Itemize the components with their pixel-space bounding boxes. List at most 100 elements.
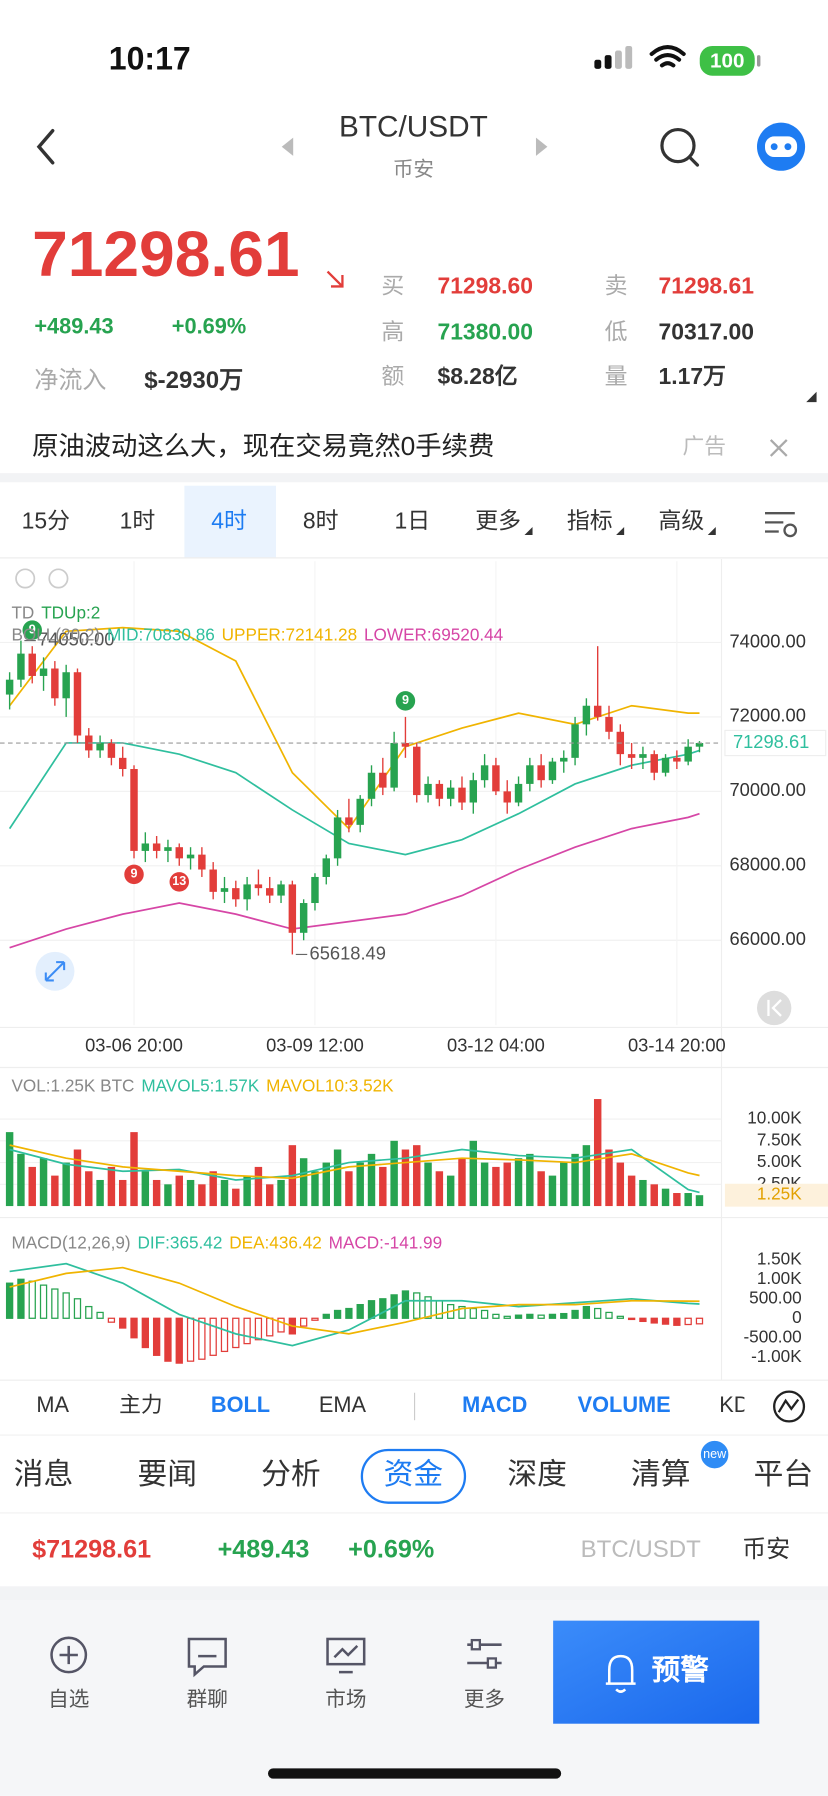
macd-bar bbox=[345, 1307, 353, 1319]
indicator-settings[interactable] bbox=[773, 1390, 806, 1423]
candle-body bbox=[288, 884, 297, 933]
indicator-tab[interactable]: BOLL bbox=[211, 1392, 270, 1417]
candle-body bbox=[130, 769, 138, 851]
volume-bar bbox=[446, 1175, 455, 1207]
next-pair[interactable] bbox=[535, 137, 548, 156]
interval-tab[interactable]: 高级 bbox=[659, 507, 705, 533]
news-tab[interactable]: 清算 bbox=[631, 1458, 691, 1491]
interval-tab[interactable]: 1日 bbox=[394, 507, 430, 533]
legend-entry: MAVOL10:3.52K bbox=[266, 1075, 394, 1095]
nav-watchlist[interactable]: 自选 bbox=[48, 1636, 89, 1711]
news-tab[interactable]: 资金 bbox=[384, 1458, 444, 1491]
scroll-latest[interactable] bbox=[756, 990, 792, 1026]
prev-pair[interactable] bbox=[281, 137, 294, 156]
td-badge bbox=[395, 691, 416, 711]
last-volume-label: 1.25K bbox=[757, 1184, 802, 1204]
interval-tab[interactable]: 15分 bbox=[22, 507, 70, 533]
nav-market[interactable]: 市场 bbox=[325, 1637, 366, 1711]
last-price-box bbox=[724, 729, 827, 757]
charts: 74000.00 72000.00 70000.00 68000.00 66000.00… bbox=[0, 561, 828, 1366]
alert-button[interactable]: 预警 bbox=[553, 1620, 760, 1724]
indicator-tab[interactable]: 主力 bbox=[119, 1392, 162, 1417]
macd-bar bbox=[582, 1305, 591, 1319]
candle-body bbox=[96, 742, 104, 751]
legend-entry: MAVOL5:1.57K bbox=[141, 1075, 259, 1095]
back-button[interactable] bbox=[36, 128, 55, 165]
candle-body bbox=[401, 742, 410, 747]
interval-tab[interactable]: 4时 bbox=[211, 507, 247, 533]
indicator-tab[interactable]: MACD bbox=[462, 1392, 527, 1417]
volume-bar bbox=[639, 1179, 647, 1207]
volume-bar bbox=[673, 1193, 681, 1207]
candle-body bbox=[695, 743, 704, 747]
candle-body bbox=[277, 884, 285, 896]
candle-body bbox=[537, 765, 545, 781]
y-tick-label: -1.00K bbox=[751, 1346, 802, 1366]
indicator-line bbox=[9, 1266, 700, 1335]
news-tab[interactable]: 要闻 bbox=[137, 1458, 197, 1491]
volume-bar bbox=[164, 1184, 172, 1207]
ad-text[interactable]: 原油波动这么大，现在交易竟然0手续费 bbox=[32, 431, 494, 461]
battery-level: 100 bbox=[710, 49, 744, 72]
macd-bar bbox=[311, 1317, 319, 1321]
macd-bar bbox=[198, 1317, 206, 1360]
macd-bar bbox=[152, 1317, 161, 1356]
avatar[interactable] bbox=[756, 122, 806, 171]
interval-tab[interactable]: 8时 bbox=[303, 507, 339, 533]
news-tab[interactable]: 消息 bbox=[14, 1458, 74, 1491]
fullscreen-button[interactable] bbox=[35, 951, 75, 991]
volume-bar bbox=[198, 1184, 206, 1207]
indicator-tab[interactable]: EMA bbox=[319, 1392, 367, 1417]
candle-body bbox=[311, 876, 319, 904]
volume-bar bbox=[277, 1179, 285, 1207]
interval-tab[interactable]: 1时 bbox=[120, 507, 156, 533]
news-tab[interactable]: 分析 bbox=[261, 1458, 321, 1491]
indicator-line bbox=[9, 1262, 700, 1347]
news-tab[interactable]: 平台 bbox=[754, 1458, 814, 1491]
y-tick-label: 0 bbox=[792, 1307, 802, 1327]
nav-chat[interactable]: 群聊 bbox=[187, 1637, 228, 1711]
volume-bar bbox=[526, 1153, 534, 1207]
interval-tab[interactable]: 指标 bbox=[567, 507, 613, 533]
toggle-icon[interactable] bbox=[15, 568, 36, 589]
indicator-tab[interactable]: MA bbox=[36, 1392, 69, 1417]
tab-fade bbox=[744, 1385, 828, 1432]
nav-more[interactable]: 更多 bbox=[464, 1638, 505, 1711]
extreme-label: 74050.00 bbox=[38, 628, 114, 649]
volume-bar bbox=[458, 1158, 466, 1207]
indicator-tab[interactable]: VOLUME bbox=[578, 1392, 671, 1417]
news-tab[interactable]: 深度 bbox=[507, 1458, 567, 1491]
nav-label: 自选 bbox=[48, 1688, 89, 1711]
macd-bar bbox=[492, 1313, 500, 1319]
volume-bar bbox=[593, 1099, 602, 1207]
ad-close[interactable] bbox=[769, 439, 788, 457]
td-label: 9 bbox=[402, 693, 409, 707]
volume-bar bbox=[401, 1149, 410, 1207]
price-change-pct: +0.69% bbox=[172, 313, 246, 338]
macd-bar bbox=[17, 1278, 25, 1319]
stat-value: 70317.00 bbox=[659, 318, 754, 344]
x-tick-label: 03-09 12:00 bbox=[266, 1035, 364, 1056]
chart-settings[interactable] bbox=[765, 512, 798, 538]
volume-bar bbox=[684, 1193, 692, 1207]
volume-bar bbox=[5, 1132, 14, 1207]
indicator-tab[interactable]: KD bbox=[719, 1392, 749, 1417]
search-button[interactable] bbox=[660, 127, 700, 167]
candle-body bbox=[243, 884, 251, 900]
macd-bar bbox=[266, 1317, 274, 1337]
td-label: 9 bbox=[131, 867, 138, 881]
volume-bar bbox=[96, 1179, 104, 1207]
candle-body bbox=[593, 705, 602, 717]
candle-body bbox=[661, 757, 670, 773]
exchange-name: 币安 bbox=[393, 158, 434, 181]
expand-stats[interactable] bbox=[806, 391, 817, 403]
candle-body bbox=[526, 765, 534, 784]
settings-icon[interactable] bbox=[48, 568, 69, 589]
candle-body bbox=[639, 754, 647, 758]
macd-bar bbox=[571, 1309, 579, 1319]
macd-bar bbox=[401, 1290, 410, 1319]
candle-body bbox=[514, 783, 523, 803]
interval-tab[interactable]: 更多 bbox=[475, 507, 521, 533]
candle-body bbox=[684, 746, 692, 762]
